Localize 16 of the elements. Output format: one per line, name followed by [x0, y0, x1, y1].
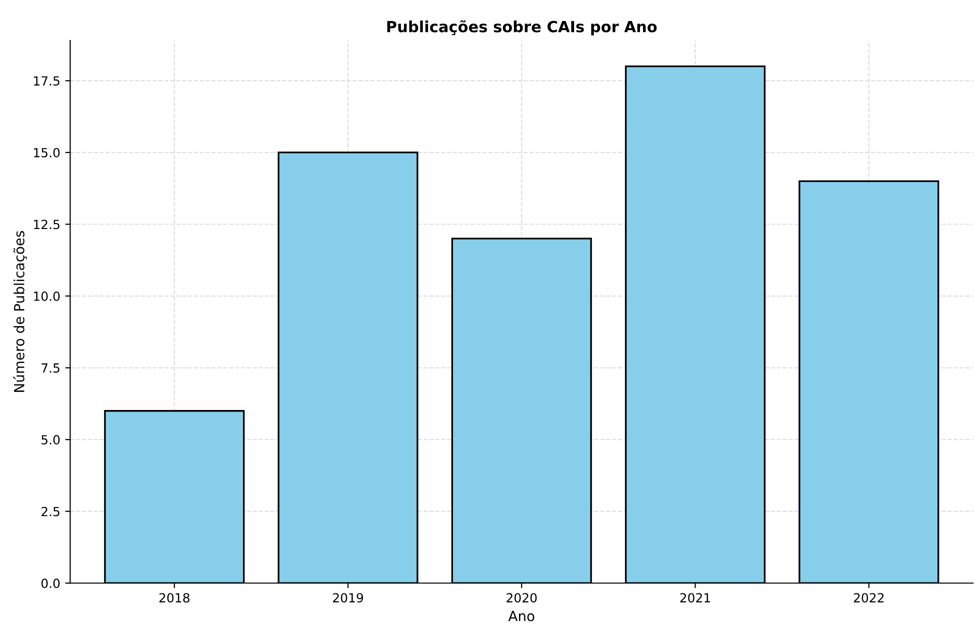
y-tick-label: 2.5: [42, 506, 60, 516]
y-tick-label: 12.5: [34, 220, 60, 230]
x-tick-label: 2021: [680, 593, 710, 603]
x-tick-label: 2020: [506, 593, 537, 603]
chart-title: Publicações sobre CAIs por Ano: [387, 20, 657, 36]
x-tick-label: 2018: [159, 593, 190, 603]
x-tick-label: 2022: [854, 593, 884, 603]
y-tick-label: 5.0: [42, 435, 60, 444]
y-tick-label: 7.5: [42, 363, 60, 373]
y-tick-label: 17.5: [34, 76, 60, 86]
y-tick-label: 10.0: [34, 291, 60, 301]
y-axis-title: Número de Publicações: [13, 231, 27, 392]
y-tick-label: 0.0: [41, 578, 60, 588]
x-axis-title: Ano: [508, 610, 534, 622]
x-tick-label: 2019: [333, 593, 364, 603]
y-tick-label: 15.0: [34, 148, 60, 158]
